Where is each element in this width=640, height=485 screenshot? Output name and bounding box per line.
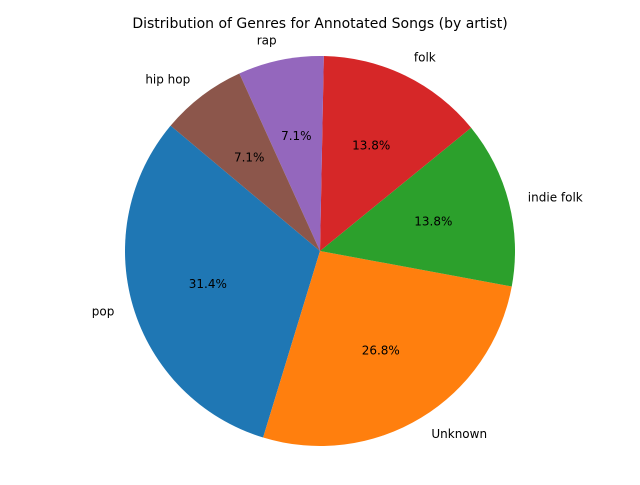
pie-slice-pop xyxy=(125,125,320,438)
chart-title: Distribution of Genres for Annotated Son… xyxy=(132,16,507,32)
slice-label-indie-folk: indie folk xyxy=(528,190,583,204)
slice-label-folk: folk xyxy=(414,51,436,65)
pct-label-unknown: 26.8% xyxy=(362,343,400,357)
pct-label-indie-folk: 13.8% xyxy=(414,214,452,228)
pie-slice-rap xyxy=(239,56,324,251)
slice-label-rap: rap xyxy=(257,33,277,47)
slice-label-pop: pop xyxy=(92,304,115,318)
pie-slice-folk xyxy=(320,56,472,251)
pct-label-rap: 7.1% xyxy=(281,129,312,143)
pie-slice-indie-folk xyxy=(320,127,516,287)
slice-label-unknown: Unknown xyxy=(431,427,487,441)
pie-slices xyxy=(125,56,516,447)
pie-slice-hip-hop xyxy=(170,73,320,251)
pct-label-pop: 31.4% xyxy=(189,277,227,291)
pie-slice-unknown xyxy=(263,251,512,447)
slice-label-hip-hop: hip hop xyxy=(145,73,190,87)
pct-label-folk: 13.8% xyxy=(352,138,390,152)
pct-label-hip-hop: 7.1% xyxy=(234,150,265,164)
pie-labels: pop 31.4% Unknown 26.8% indie folk 13.8% folk 1… xyxy=(92,33,583,440)
